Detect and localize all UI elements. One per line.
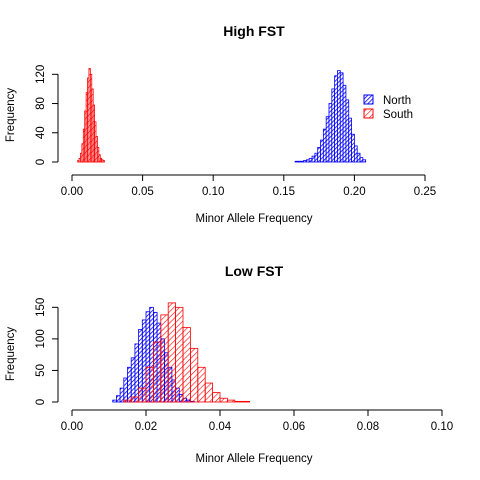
bar (124, 378, 128, 402)
bar (354, 146, 357, 162)
bar (183, 328, 190, 402)
bar (131, 358, 135, 402)
bar (360, 158, 363, 162)
bar (205, 383, 212, 402)
legend-label-north: North (383, 95, 411, 107)
x-axis: 0.00 0.02 0.04 0.06 0.08 0.10 (61, 410, 453, 433)
panel-high-fst: High FST 0.00 0.05 0.10 0.15 0.20 0.25 0 40 80 1… (5, 23, 436, 225)
bar (120, 388, 124, 402)
x-tick-label: 0.06 (283, 421, 305, 433)
bar (335, 76, 338, 162)
bar (340, 73, 343, 162)
panel-low-fst: Low FST 0.00 0.02 0.04 0.06 0.08 0.10 0 50 100 1… (5, 263, 453, 465)
legend-swatch-north (364, 95, 373, 104)
x-tick-label: 0.00 (61, 186, 83, 198)
y-axis: 0 40 80 120 (35, 65, 58, 165)
bar (103, 161, 104, 162)
y-tick-label: 0 (35, 159, 47, 165)
x-tick-label: 0.20 (343, 186, 365, 198)
y-tick-label: 80 (35, 97, 47, 110)
bar (213, 393, 220, 402)
chart-title: Low FST (225, 263, 284, 279)
y-tick-label: 0 (35, 399, 47, 405)
y-tick-label: 40 (35, 126, 47, 139)
x-tick-label: 0.05 (131, 186, 153, 198)
bar (318, 147, 321, 162)
bar (116, 396, 120, 402)
x-axis-label: Minor Allele Frequency (196, 213, 313, 225)
x-tick-label: 0.02 (135, 421, 157, 433)
bar (321, 140, 324, 162)
bar (295, 161, 298, 162)
series-south (78, 68, 105, 162)
bar (146, 367, 153, 402)
bar (220, 398, 227, 402)
bar (235, 401, 242, 402)
y-tick-label: 50 (35, 364, 47, 377)
legend: North South (364, 95, 413, 121)
legend-swatch-south (364, 109, 373, 118)
y-tick-label: 150 (35, 298, 47, 317)
bar (227, 400, 234, 402)
bar (242, 401, 249, 402)
bar (301, 161, 304, 162)
x-axis-label: Minor Allele Frequency (196, 453, 313, 465)
bar (326, 117, 329, 162)
series-north (295, 71, 366, 162)
x-tick-label: 0.10 (202, 186, 224, 198)
bar (352, 134, 355, 162)
bar (323, 129, 326, 162)
x-tick-label: 0.04 (209, 421, 232, 433)
y-tick-label: 100 (35, 329, 47, 348)
y-tick-label: 120 (35, 65, 47, 84)
bar (312, 156, 315, 162)
chart-title: High FST (223, 23, 285, 39)
y-axis-label: Frequency (5, 327, 17, 382)
x-tick-label: 0.15 (273, 186, 295, 198)
x-tick-label: 0.00 (61, 421, 83, 433)
bar (190, 348, 197, 402)
bar (168, 303, 175, 402)
bar (128, 367, 132, 402)
bar (153, 342, 160, 402)
bars (113, 303, 250, 402)
bar (357, 153, 360, 162)
bar (161, 315, 168, 402)
bar (309, 158, 312, 162)
bar (124, 400, 131, 402)
bar (131, 397, 138, 402)
bar (343, 85, 346, 162)
x-tick-label: 0.08 (357, 421, 379, 433)
bars (78, 68, 366, 162)
legend-label-south: South (383, 109, 413, 121)
bar (346, 100, 349, 162)
y-axis: 0 50 100 150 (35, 298, 58, 405)
bar (176, 307, 183, 402)
bar (329, 104, 332, 162)
x-tick-label: 0.10 (431, 421, 453, 433)
bar (298, 161, 301, 162)
y-axis-label: Frequency (5, 88, 17, 143)
bar (135, 344, 139, 402)
bar (306, 160, 309, 162)
x-tick-label: 0.25 (414, 186, 436, 198)
bar (349, 118, 352, 162)
bar (337, 71, 340, 162)
bar (363, 160, 366, 162)
x-axis: 0.00 0.05 0.10 0.15 0.20 0.25 (61, 175, 436, 198)
bar (332, 89, 335, 162)
bar (304, 161, 307, 162)
bar (198, 367, 205, 402)
bar (315, 153, 318, 162)
bar (139, 388, 146, 402)
bar (113, 400, 117, 402)
